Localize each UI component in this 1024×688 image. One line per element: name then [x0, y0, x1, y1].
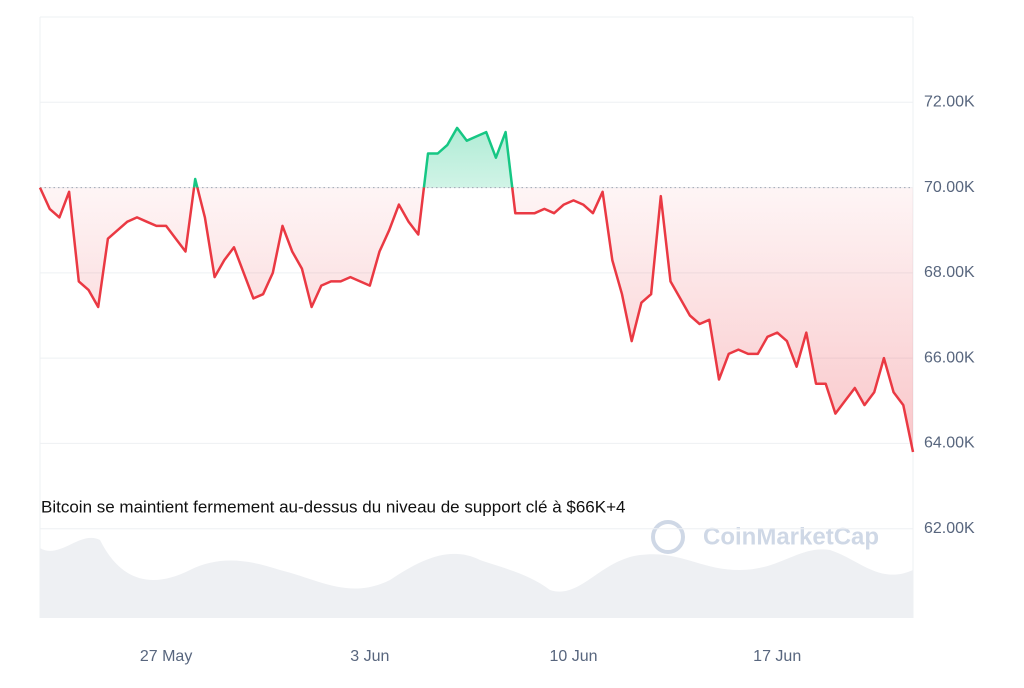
- x-tick-label: 17 Jun: [753, 648, 801, 665]
- watermark: CoinMarketCap: [703, 523, 879, 550]
- y-tick-label: 64.00K: [924, 435, 975, 452]
- x-tick-label: 10 Jun: [549, 648, 597, 665]
- y-tick-label: 68.00K: [924, 264, 975, 281]
- volume-area: [40, 537, 913, 618]
- x-tick-label: 27 May: [140, 648, 192, 665]
- y-tick-label: 66.00K: [924, 349, 975, 366]
- reference-area: [40, 127, 913, 453]
- watermark-logo: [651, 520, 685, 554]
- x-tick-label: 3 Jun: [350, 648, 389, 665]
- y-tick-label: 72.00K: [924, 94, 975, 111]
- y-tick-label: 70.00K: [924, 179, 975, 196]
- price-line: [38, 126, 915, 453]
- annotation: Bitcoin se maintient fermement au-dessus…: [41, 497, 625, 516]
- y-tick-label: 62.00K: [924, 520, 975, 537]
